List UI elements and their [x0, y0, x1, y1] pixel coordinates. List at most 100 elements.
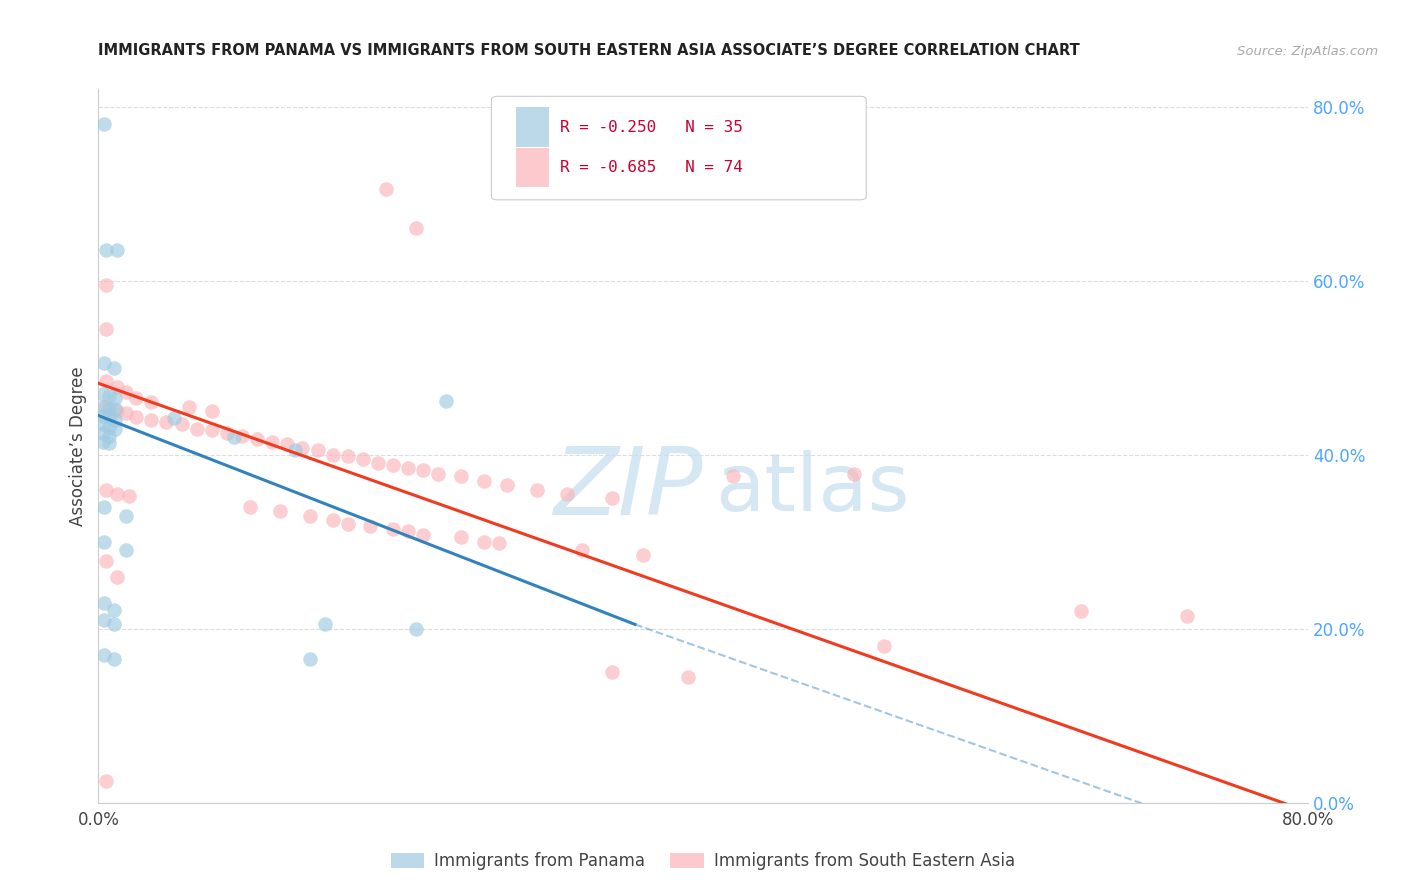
- Point: [382, 522, 405, 536]
- Point: [94, 321, 117, 335]
- Point: [322, 448, 344, 462]
- Point: [94, 243, 117, 257]
- Legend: Immigrants from Panama, Immigrants from South Eastern Asia: Immigrants from Panama, Immigrants from …: [384, 846, 1022, 877]
- Point: [405, 221, 427, 235]
- Point: [98, 401, 121, 416]
- Point: [155, 415, 177, 429]
- Point: [163, 411, 186, 425]
- Point: [94, 774, 117, 789]
- Text: R = -0.685   N = 74: R = -0.685 N = 74: [561, 161, 744, 175]
- Text: Source: ZipAtlas.com: Source: ZipAtlas.com: [1237, 45, 1378, 58]
- Point: [125, 391, 148, 405]
- Point: [526, 483, 548, 497]
- Point: [94, 278, 117, 293]
- Point: [412, 463, 434, 477]
- Point: [201, 404, 224, 418]
- Point: [94, 374, 117, 388]
- Point: [93, 117, 115, 131]
- Point: [495, 478, 517, 492]
- Point: [105, 487, 128, 501]
- Point: [114, 543, 136, 558]
- Point: [105, 380, 128, 394]
- Point: [105, 243, 128, 257]
- Point: [114, 508, 136, 523]
- Point: [141, 413, 163, 427]
- Point: [91, 425, 114, 440]
- Point: [98, 428, 121, 442]
- Point: [91, 400, 114, 414]
- Point: [291, 441, 314, 455]
- Point: [91, 434, 114, 449]
- Point: [276, 437, 298, 451]
- Text: ZIP: ZIP: [554, 443, 703, 534]
- Point: [412, 528, 434, 542]
- Point: [94, 554, 117, 568]
- Bar: [516, 148, 550, 187]
- Point: [472, 534, 495, 549]
- Point: [434, 393, 457, 408]
- Point: [374, 182, 396, 196]
- Point: [105, 404, 128, 418]
- Point: [246, 432, 269, 446]
- Point: [262, 434, 284, 449]
- Point: [571, 543, 593, 558]
- Point: [114, 385, 136, 400]
- Point: [179, 400, 201, 414]
- Point: [98, 388, 121, 402]
- Point: [170, 417, 193, 432]
- Point: [103, 617, 125, 632]
- Point: [307, 443, 329, 458]
- Point: [631, 548, 654, 562]
- Point: [488, 536, 510, 550]
- Point: [105, 569, 128, 583]
- Point: [103, 602, 125, 616]
- Point: [98, 420, 121, 434]
- Point: [450, 469, 472, 483]
- Point: [98, 436, 121, 450]
- Point: [104, 391, 127, 405]
- Point: [94, 483, 117, 497]
- Point: [91, 409, 114, 423]
- Point: [141, 395, 163, 409]
- Point: [352, 452, 374, 467]
- Point: [367, 457, 389, 471]
- Point: [104, 413, 127, 427]
- Point: [555, 487, 578, 501]
- Point: [299, 508, 322, 523]
- Point: [93, 356, 115, 370]
- Point: [405, 622, 427, 636]
- Point: [1175, 608, 1198, 623]
- Point: [322, 513, 344, 527]
- Point: [103, 652, 125, 666]
- Point: [91, 417, 114, 432]
- Point: [284, 443, 307, 458]
- Point: [336, 517, 359, 532]
- Point: [382, 458, 405, 472]
- Point: [91, 386, 114, 401]
- Point: [269, 504, 291, 518]
- Point: [94, 400, 117, 414]
- Point: [118, 490, 141, 504]
- Point: [231, 428, 253, 442]
- Point: [93, 596, 115, 610]
- Point: [873, 639, 896, 653]
- Point: [125, 410, 148, 425]
- Point: [224, 430, 246, 444]
- Point: [602, 491, 624, 506]
- Point: [201, 423, 224, 437]
- Point: [360, 519, 382, 533]
- Point: [450, 530, 472, 544]
- Point: [186, 421, 208, 435]
- Point: [602, 665, 624, 680]
- Point: [93, 534, 115, 549]
- Point: [723, 469, 745, 483]
- Point: [1070, 604, 1092, 618]
- Point: [844, 467, 866, 481]
- Point: [299, 652, 322, 666]
- Point: [427, 467, 450, 481]
- Point: [104, 402, 127, 417]
- FancyBboxPatch shape: [492, 96, 866, 200]
- Point: [472, 474, 495, 488]
- Point: [93, 500, 115, 514]
- Point: [103, 360, 125, 375]
